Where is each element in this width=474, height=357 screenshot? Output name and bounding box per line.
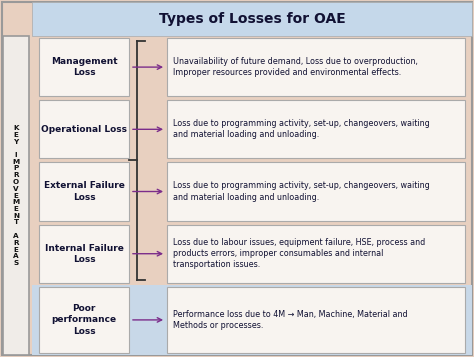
FancyBboxPatch shape bbox=[167, 225, 465, 283]
Text: Operational Loss: Operational Loss bbox=[41, 125, 127, 134]
FancyBboxPatch shape bbox=[39, 162, 129, 221]
FancyBboxPatch shape bbox=[167, 38, 465, 96]
Text: Types of Losses for OAE: Types of Losses for OAE bbox=[159, 12, 346, 26]
Text: Loss due to programming activity, set-up, changeovers, waiting
and material load: Loss due to programming activity, set-up… bbox=[173, 119, 430, 139]
FancyBboxPatch shape bbox=[167, 162, 465, 221]
FancyBboxPatch shape bbox=[32, 2, 472, 36]
FancyBboxPatch shape bbox=[32, 285, 472, 355]
FancyBboxPatch shape bbox=[3, 36, 29, 355]
FancyBboxPatch shape bbox=[167, 100, 465, 159]
Text: Management
Loss: Management Loss bbox=[51, 57, 117, 77]
FancyBboxPatch shape bbox=[39, 100, 129, 159]
Text: Poor
performance
Loss: Poor performance Loss bbox=[52, 304, 117, 336]
Text: Internal Failure
Loss: Internal Failure Loss bbox=[45, 244, 123, 264]
Text: Loss due to programming activity, set-up, changeovers, waiting
and material load: Loss due to programming activity, set-up… bbox=[173, 181, 430, 202]
Text: External Failure
Loss: External Failure Loss bbox=[44, 181, 125, 202]
FancyBboxPatch shape bbox=[39, 38, 129, 96]
FancyBboxPatch shape bbox=[39, 287, 129, 353]
Text: Performance loss due to 4M → Man, Machine, Material and
Methods or processes.: Performance loss due to 4M → Man, Machin… bbox=[173, 310, 408, 330]
Text: Loss due to labour issues, equipment failure, HSE, process and
products errors, : Loss due to labour issues, equipment fai… bbox=[173, 238, 425, 269]
FancyBboxPatch shape bbox=[39, 225, 129, 283]
Text: K
E
Y
 
I
M
P
R
O
V
E
M
E
N
T
 
A
R
E
A
S: K E Y I M P R O V E M E N T A R E A S bbox=[12, 125, 19, 266]
FancyBboxPatch shape bbox=[167, 287, 465, 353]
Text: Unavailability of future demand, Loss due to overproduction,
Improper resources : Unavailability of future demand, Loss du… bbox=[173, 57, 418, 77]
